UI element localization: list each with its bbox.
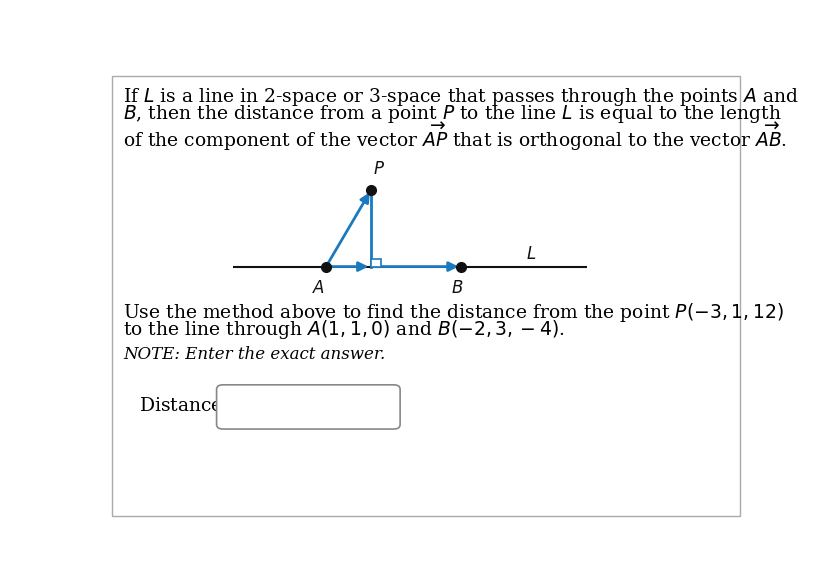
FancyBboxPatch shape <box>111 76 740 516</box>
Text: $P$: $P$ <box>373 161 385 178</box>
Text: Distance $=$: Distance $=$ <box>140 397 248 415</box>
Text: $A$: $A$ <box>312 280 325 297</box>
Text: Use the method above to find the distance from the point $P(-3, 1, 12)$: Use the method above to find the distanc… <box>123 301 784 324</box>
Text: to the line through $A(1, 1, 0)$ and $B(-2, 3, -4)$.: to the line through $A(1, 1, 0)$ and $B(… <box>123 319 565 342</box>
FancyBboxPatch shape <box>217 385 401 429</box>
Text: If $L$ is a line in 2-space or 3-space that passes through the points $A$ and: If $L$ is a line in 2-space or 3-space t… <box>123 86 799 108</box>
Text: $B$: $B$ <box>450 280 463 297</box>
Text: $B$, then the distance from a point $P$ to the line $L$ is equal to the length: $B$, then the distance from a point $P$ … <box>123 103 782 125</box>
Bar <box>371 260 381 267</box>
Text: of the component of the vector $\overrightarrow{AP}$ that is orthogonal to the v: of the component of the vector $\overrig… <box>123 120 787 153</box>
Text: $L$: $L$ <box>526 246 536 263</box>
Text: NOTE: Enter the exact answer.: NOTE: Enter the exact answer. <box>123 346 386 363</box>
